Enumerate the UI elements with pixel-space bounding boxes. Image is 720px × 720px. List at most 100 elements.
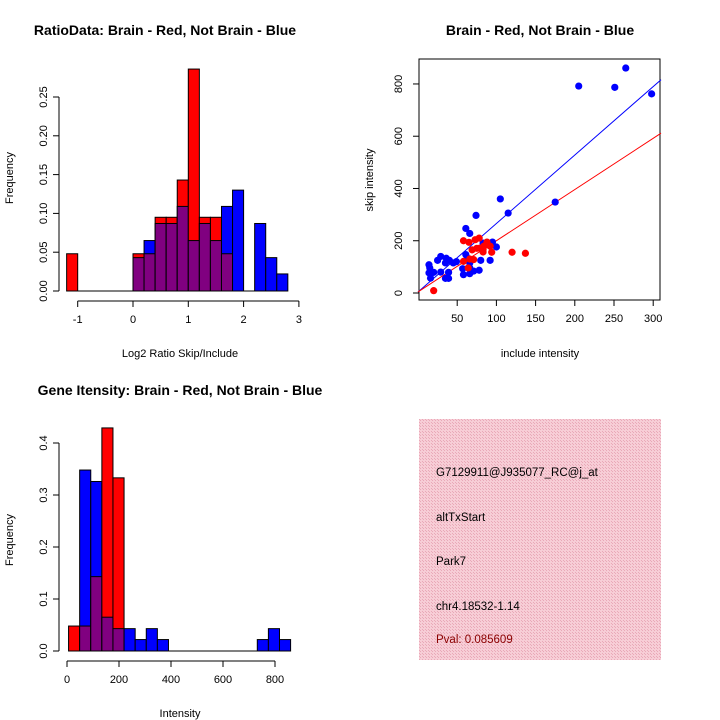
y-axis-label: Frequency bbox=[4, 514, 16, 566]
x-tick-label: 200 bbox=[566, 313, 584, 325]
pval: Pval: 0.085609 bbox=[436, 634, 513, 646]
y-tick-label: 0.00 bbox=[38, 280, 50, 301]
bar-not-brain bbox=[256, 639, 269, 652]
y-tick-label: 0.05 bbox=[38, 241, 50, 262]
y-tick-label: 800 bbox=[393, 75, 405, 93]
x-tick-label: 1 bbox=[185, 314, 191, 326]
fit-line-not-brain bbox=[417, 79, 662, 293]
genomic-location: chr4.18532-1.14 bbox=[436, 601, 520, 613]
x-tick-label: 300 bbox=[644, 313, 662, 325]
point-not-brain bbox=[430, 268, 438, 276]
bar-not-brain bbox=[276, 273, 289, 292]
point-not-brain bbox=[441, 259, 450, 267]
y-tick-label: 400 bbox=[393, 179, 405, 197]
point-not-brain bbox=[611, 83, 619, 91]
x-axis-label: Log2 Ratio Skip/Include bbox=[122, 348, 238, 360]
y-tick-label: 600 bbox=[393, 127, 405, 145]
bar-overlap bbox=[198, 222, 211, 292]
x-axis-label: Intensity bbox=[160, 708, 201, 720]
point-brain bbox=[475, 234, 483, 242]
point-not-brain bbox=[504, 209, 512, 217]
bar-overlap bbox=[220, 253, 234, 292]
point-not-brain bbox=[477, 256, 485, 264]
x-tick-label: 50 bbox=[451, 313, 463, 325]
point-not-brain bbox=[492, 243, 500, 251]
bar-not-brain bbox=[232, 189, 245, 292]
point-brain bbox=[470, 255, 478, 264]
bar-brain bbox=[66, 253, 79, 292]
bar-not-brain bbox=[265, 257, 278, 292]
y-tick-label: 0.0 bbox=[38, 643, 50, 658]
point-not-brain bbox=[426, 274, 435, 282]
plot-box bbox=[418, 58, 661, 301]
bar-overlap bbox=[209, 240, 222, 292]
x-tick-label: 400 bbox=[162, 674, 180, 686]
point-not-brain bbox=[462, 224, 470, 233]
bar-not-brain bbox=[156, 639, 169, 652]
bar-overlap bbox=[132, 257, 145, 292]
info-panel: G7129911@J935077_RC@j_at altTxStart Park… bbox=[419, 419, 661, 660]
point-not-brain bbox=[475, 266, 483, 274]
bar-not-brain bbox=[278, 639, 292, 652]
y-tick-label: 0.25 bbox=[38, 86, 50, 107]
point-brain bbox=[465, 238, 473, 246]
point-not-brain bbox=[466, 229, 474, 238]
x-tick-label: 100 bbox=[487, 313, 505, 325]
point-not-brain bbox=[648, 90, 656, 98]
x-tick-label: -1 bbox=[73, 314, 83, 326]
point-not-brain bbox=[622, 64, 630, 72]
point-not-brain bbox=[459, 271, 468, 279]
y-tick-label: 0.2 bbox=[38, 539, 50, 554]
info-panel-background bbox=[419, 419, 661, 660]
y-tick-label: 0.20 bbox=[38, 125, 50, 146]
gene-intensity-histogram: Gene Itensity: Brain - Red, Not Brain - … bbox=[4, 382, 323, 720]
y-tick-label: 0.3 bbox=[38, 487, 50, 502]
bar-not-brain bbox=[123, 628, 136, 652]
bar-not-brain bbox=[254, 222, 267, 292]
bar-overlap bbox=[165, 222, 178, 292]
x-tick-label: 600 bbox=[214, 674, 232, 686]
bar-overlap bbox=[112, 628, 125, 652]
y-tick-label: 0.15 bbox=[38, 164, 50, 185]
bar-not-brain bbox=[145, 628, 158, 652]
y-tick-label: 200 bbox=[393, 232, 405, 250]
probe-id: G7129911@J935077_RC@j_at bbox=[436, 467, 599, 479]
event-type: altTxStart bbox=[436, 512, 486, 524]
chart-title: Gene Itensity: Brain - Red, Not Brain - … bbox=[38, 382, 323, 398]
y-tick-label: 0.4 bbox=[38, 435, 50, 450]
x-tick-label: 800 bbox=[266, 674, 284, 686]
point-not-brain bbox=[434, 256, 442, 264]
bar-overlap bbox=[176, 205, 189, 292]
bar-overlap bbox=[101, 616, 114, 652]
bar-overlap bbox=[154, 222, 167, 292]
bar-overlap bbox=[187, 240, 200, 292]
bar-brain bbox=[68, 625, 81, 652]
point-brain bbox=[430, 287, 438, 295]
y-tick-label: 0.1 bbox=[38, 591, 50, 606]
point-not-brain bbox=[444, 274, 453, 282]
y-tick-label: 0.10 bbox=[38, 203, 50, 224]
bar-not-brain bbox=[134, 639, 147, 652]
intensity-scatter: Brain - Red, Not Brain - Blue include in… bbox=[364, 22, 662, 360]
x-tick-label: 0 bbox=[130, 314, 136, 326]
chart-title: RatioData: Brain - Red, Not Brain - Blue bbox=[34, 22, 296, 38]
gene-name: Park7 bbox=[436, 556, 466, 568]
point-not-brain bbox=[444, 268, 453, 276]
point-not-brain bbox=[459, 265, 467, 273]
bar-not-brain bbox=[79, 469, 92, 652]
point-brain bbox=[508, 248, 516, 256]
point-not-brain bbox=[470, 267, 478, 275]
x-axis-label: include intensity bbox=[501, 348, 580, 360]
bar-brain bbox=[112, 477, 125, 652]
point-not-brain bbox=[486, 256, 494, 264]
x-tick-label: 200 bbox=[110, 674, 128, 686]
point-brain bbox=[459, 237, 468, 245]
y-tick-label: 0 bbox=[393, 290, 405, 296]
ratio-histogram: RatioData: Brain - Red, Not Brain - Blue… bbox=[4, 22, 302, 360]
bar-not-brain bbox=[267, 628, 280, 652]
x-tick-label: 3 bbox=[296, 314, 302, 326]
plot-area bbox=[417, 64, 662, 295]
point-brain bbox=[488, 248, 496, 256]
bar-overlap bbox=[79, 625, 92, 652]
